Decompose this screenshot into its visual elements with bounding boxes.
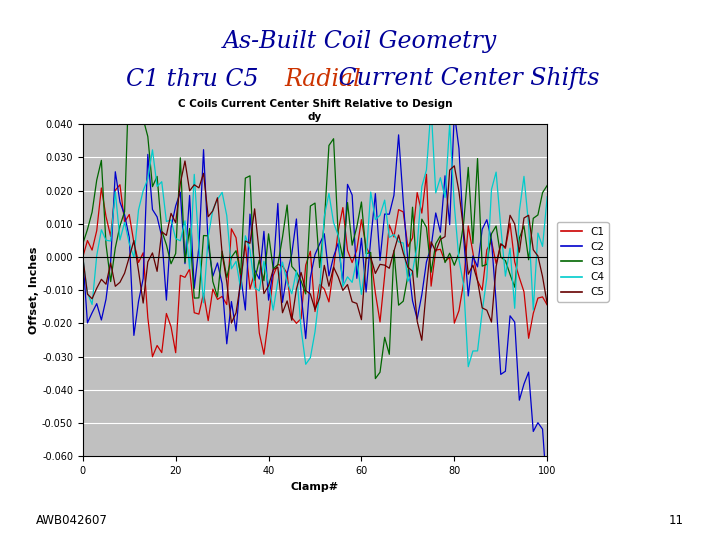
Y-axis label: Offset, Inches: Offset, Inches xyxy=(30,247,39,334)
Text: Radial: Radial xyxy=(284,68,361,91)
C1 xyxy=(148,354,157,360)
C3 xyxy=(297,278,305,284)
Line: C5: C5 xyxy=(83,161,547,340)
C5 xyxy=(78,254,87,260)
Line: C3: C3 xyxy=(83,69,547,379)
C2 xyxy=(543,492,552,498)
C3 xyxy=(111,245,120,251)
C4 xyxy=(431,190,440,196)
C2 xyxy=(111,168,120,175)
C2 xyxy=(427,244,436,250)
C1 xyxy=(436,246,445,253)
C5 xyxy=(297,269,305,275)
C1 xyxy=(422,171,431,178)
C2 xyxy=(403,258,412,265)
Text: AWB042607: AWB042607 xyxy=(36,514,108,526)
C3 xyxy=(125,66,134,72)
C3 xyxy=(371,375,379,382)
C5 xyxy=(408,268,417,274)
C5 xyxy=(181,158,189,164)
Text: 11: 11 xyxy=(669,514,684,526)
C5 xyxy=(361,255,370,261)
C1 xyxy=(199,290,208,296)
C5 xyxy=(418,337,426,343)
C5 xyxy=(111,283,120,289)
C3 xyxy=(413,274,421,280)
C4 xyxy=(464,363,472,370)
Line: C4: C4 xyxy=(83,107,547,367)
C2 xyxy=(292,216,301,222)
Legend: C1, C2, C3, C4, C5: C1, C2, C3, C4, C5 xyxy=(557,222,608,301)
C3 xyxy=(78,240,87,247)
C5 xyxy=(436,236,445,242)
C1 xyxy=(408,235,417,241)
C3 xyxy=(361,251,370,257)
C1 xyxy=(543,302,552,308)
C2 xyxy=(450,110,459,116)
C1 xyxy=(297,315,305,322)
C1 xyxy=(78,254,87,260)
Line: C2: C2 xyxy=(83,113,547,495)
Text: C1 thru C5: C1 thru C5 xyxy=(126,68,266,91)
C4 xyxy=(543,193,552,200)
C2 xyxy=(78,254,87,260)
Line: C1: C1 xyxy=(83,174,547,357)
C4 xyxy=(111,188,120,195)
C4 xyxy=(78,254,87,260)
C4 xyxy=(427,104,436,111)
X-axis label: Clamp#: Clamp# xyxy=(291,482,339,491)
C2 xyxy=(357,235,366,241)
Text: As-Built Coil Geometry: As-Built Coil Geometry xyxy=(223,30,497,53)
C5 xyxy=(543,301,552,307)
C4 xyxy=(357,291,366,298)
C3 xyxy=(436,233,445,239)
C1 xyxy=(361,244,370,250)
C4 xyxy=(403,278,412,285)
C3 xyxy=(199,232,208,239)
C4 xyxy=(292,268,301,274)
C3 xyxy=(543,182,552,188)
Title: C Coils Current Center Shift Relative to Design
dy: C Coils Current Center Shift Relative to… xyxy=(178,99,452,122)
C5 xyxy=(199,170,208,177)
C2 xyxy=(194,244,203,250)
Text: Current Center Shifts: Current Center Shifts xyxy=(331,68,600,91)
C1 xyxy=(111,187,120,193)
C4 xyxy=(194,244,203,250)
